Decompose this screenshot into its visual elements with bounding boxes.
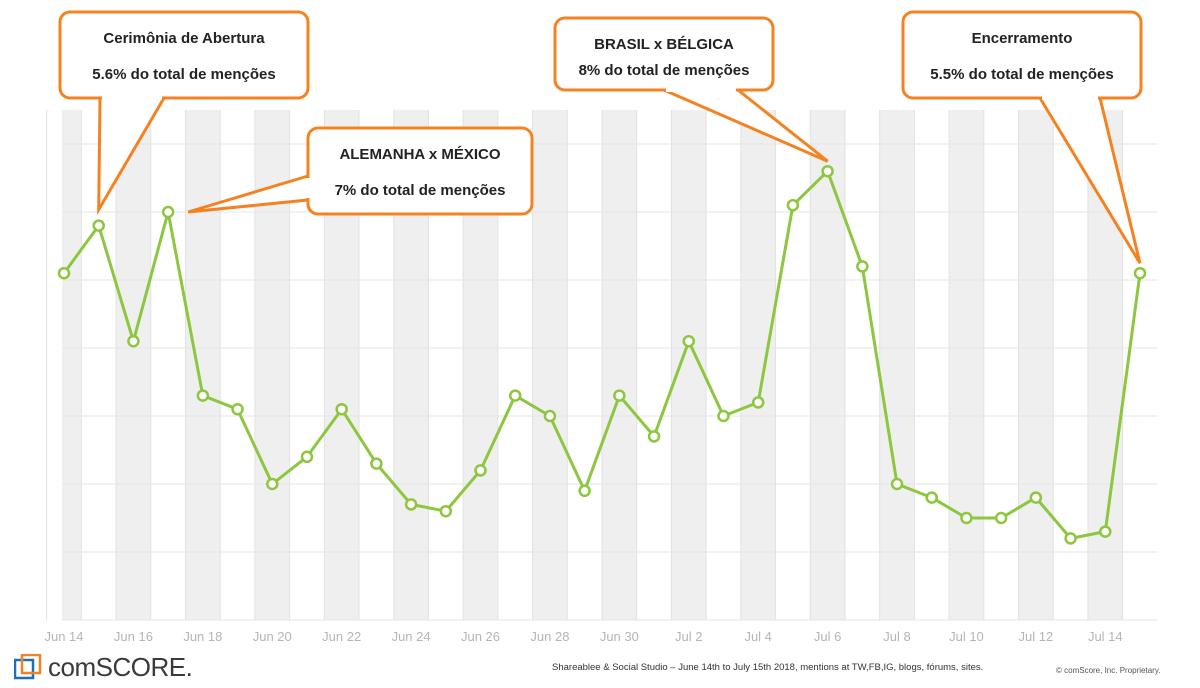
source-note: Shareablee & Social Studio – June 14th t… [552, 662, 984, 673]
x-tick-label: Jul 8 [883, 629, 910, 644]
data-point [1064, 532, 1077, 545]
data-point [508, 389, 522, 402]
copyright-note: © comScore, Inc. Proprietary. [1056, 666, 1161, 675]
x-tick-label: Jun 30 [600, 629, 639, 644]
day-band [775, 110, 811, 620]
callout-subtitle: 7% do total de menções [335, 182, 506, 199]
data-point [647, 430, 661, 443]
data-point [925, 491, 938, 504]
day-band [150, 110, 186, 620]
data-point [370, 457, 383, 470]
x-tick-label: Jul 6 [814, 629, 841, 644]
data-point [682, 334, 696, 348]
x-tick-label: Jun 16 [114, 629, 153, 644]
data-point [57, 266, 71, 280]
day-band [844, 110, 880, 620]
data-point [613, 389, 626, 402]
data-point [161, 205, 175, 219]
data-point [1133, 266, 1147, 280]
day-band [532, 110, 568, 620]
callout: Encerramento 5.5% do total de menções [901, 10, 1143, 264]
data-point [1099, 525, 1112, 538]
data-point [543, 409, 557, 423]
data-point [335, 402, 348, 416]
data-point [856, 260, 869, 273]
horizontal-gridlines [62, 143, 1158, 621]
day-band [914, 110, 950, 620]
day-band [706, 110, 741, 620]
x-tick-label: Jun 20 [253, 629, 292, 644]
data-point [127, 334, 140, 348]
day-band [636, 110, 672, 620]
day-band [567, 110, 602, 620]
callout: Cerimônia de Abertura 5.6% do total de me… [58, 10, 310, 216]
x-tick-label: Jul 2 [675, 629, 702, 644]
callout-subtitle: 8% do total de menções [579, 62, 750, 79]
series-points [57, 164, 1147, 545]
day-band [220, 110, 255, 620]
data-point [717, 409, 730, 423]
callout-box [58, 10, 310, 100]
logo-text: comSCORE. [48, 652, 193, 682]
callout-title: Cerimônia de Abertura [103, 30, 265, 47]
x-tick-label: Jun 26 [461, 629, 500, 644]
data-point [578, 484, 591, 498]
day-band [949, 110, 984, 620]
x-tick-label: Jul 12 [1019, 629, 1054, 644]
callout-box [901, 10, 1143, 100]
day-band [740, 110, 776, 620]
callout-subtitle: 5.6% do total de menções [92, 66, 275, 83]
x-tick-label: Jun 14 [44, 629, 83, 644]
data-point [92, 219, 105, 232]
comscore-logo: comSCORE. [14, 652, 193, 682]
series-line [62, 169, 1142, 540]
day-band [116, 110, 151, 620]
data-point [960, 511, 973, 525]
callout-title: BRASIL x BÉLGICA [594, 36, 734, 53]
callout-title: ALEMANHA x MÉXICO [339, 146, 500, 163]
data-point [786, 198, 800, 212]
day-band [810, 110, 845, 620]
callout-title: Encerramento [972, 30, 1073, 47]
day-band [1018, 110, 1054, 620]
x-tick-label: Jun 22 [322, 629, 361, 644]
callout-box [553, 16, 775, 92]
day-band [879, 110, 915, 620]
day-band [185, 110, 221, 620]
data-point [751, 396, 765, 409]
day-band [602, 110, 637, 620]
annotations: Cerimônia de Abertura 5.6% do total de me… [58, 10, 1143, 264]
comscore-squares-icon [14, 654, 42, 680]
data-point [994, 511, 1008, 525]
callout-subtitle: 5.5% do total de menções [930, 66, 1113, 83]
data-point [439, 504, 453, 518]
x-tick-label: Jun 24 [392, 629, 431, 644]
day-bands [46, 110, 1158, 620]
data-point [266, 477, 279, 491]
data-point [821, 164, 834, 178]
data-point [404, 498, 418, 511]
callout: BRASIL x BÉLGICA 8% do total de menções [553, 16, 829, 163]
data-point [300, 450, 314, 464]
data-point [1029, 491, 1043, 504]
x-tick-label: Jun 28 [530, 629, 569, 644]
callout-box [306, 126, 534, 216]
x-tick-label: Jul 4 [744, 629, 771, 644]
data-point [890, 477, 904, 491]
callout: ALEMANHA x MÉXICO 7% do total de menções [187, 126, 534, 216]
data-point [196, 389, 210, 402]
x-tick-label: Jul 10 [949, 629, 984, 644]
x-tick-label: Jul 14 [1088, 629, 1123, 644]
data-point [231, 402, 244, 416]
series-line-path [62, 169, 1142, 540]
day-band [983, 110, 1019, 620]
data-point [474, 464, 487, 477]
x-tick-label: Jun 18 [183, 629, 222, 644]
x-axis-ticks: Jun 14 Jun 16 Jun 18 Jun 20 Jun 22 Jun 24 Jun … [44, 629, 1122, 644]
